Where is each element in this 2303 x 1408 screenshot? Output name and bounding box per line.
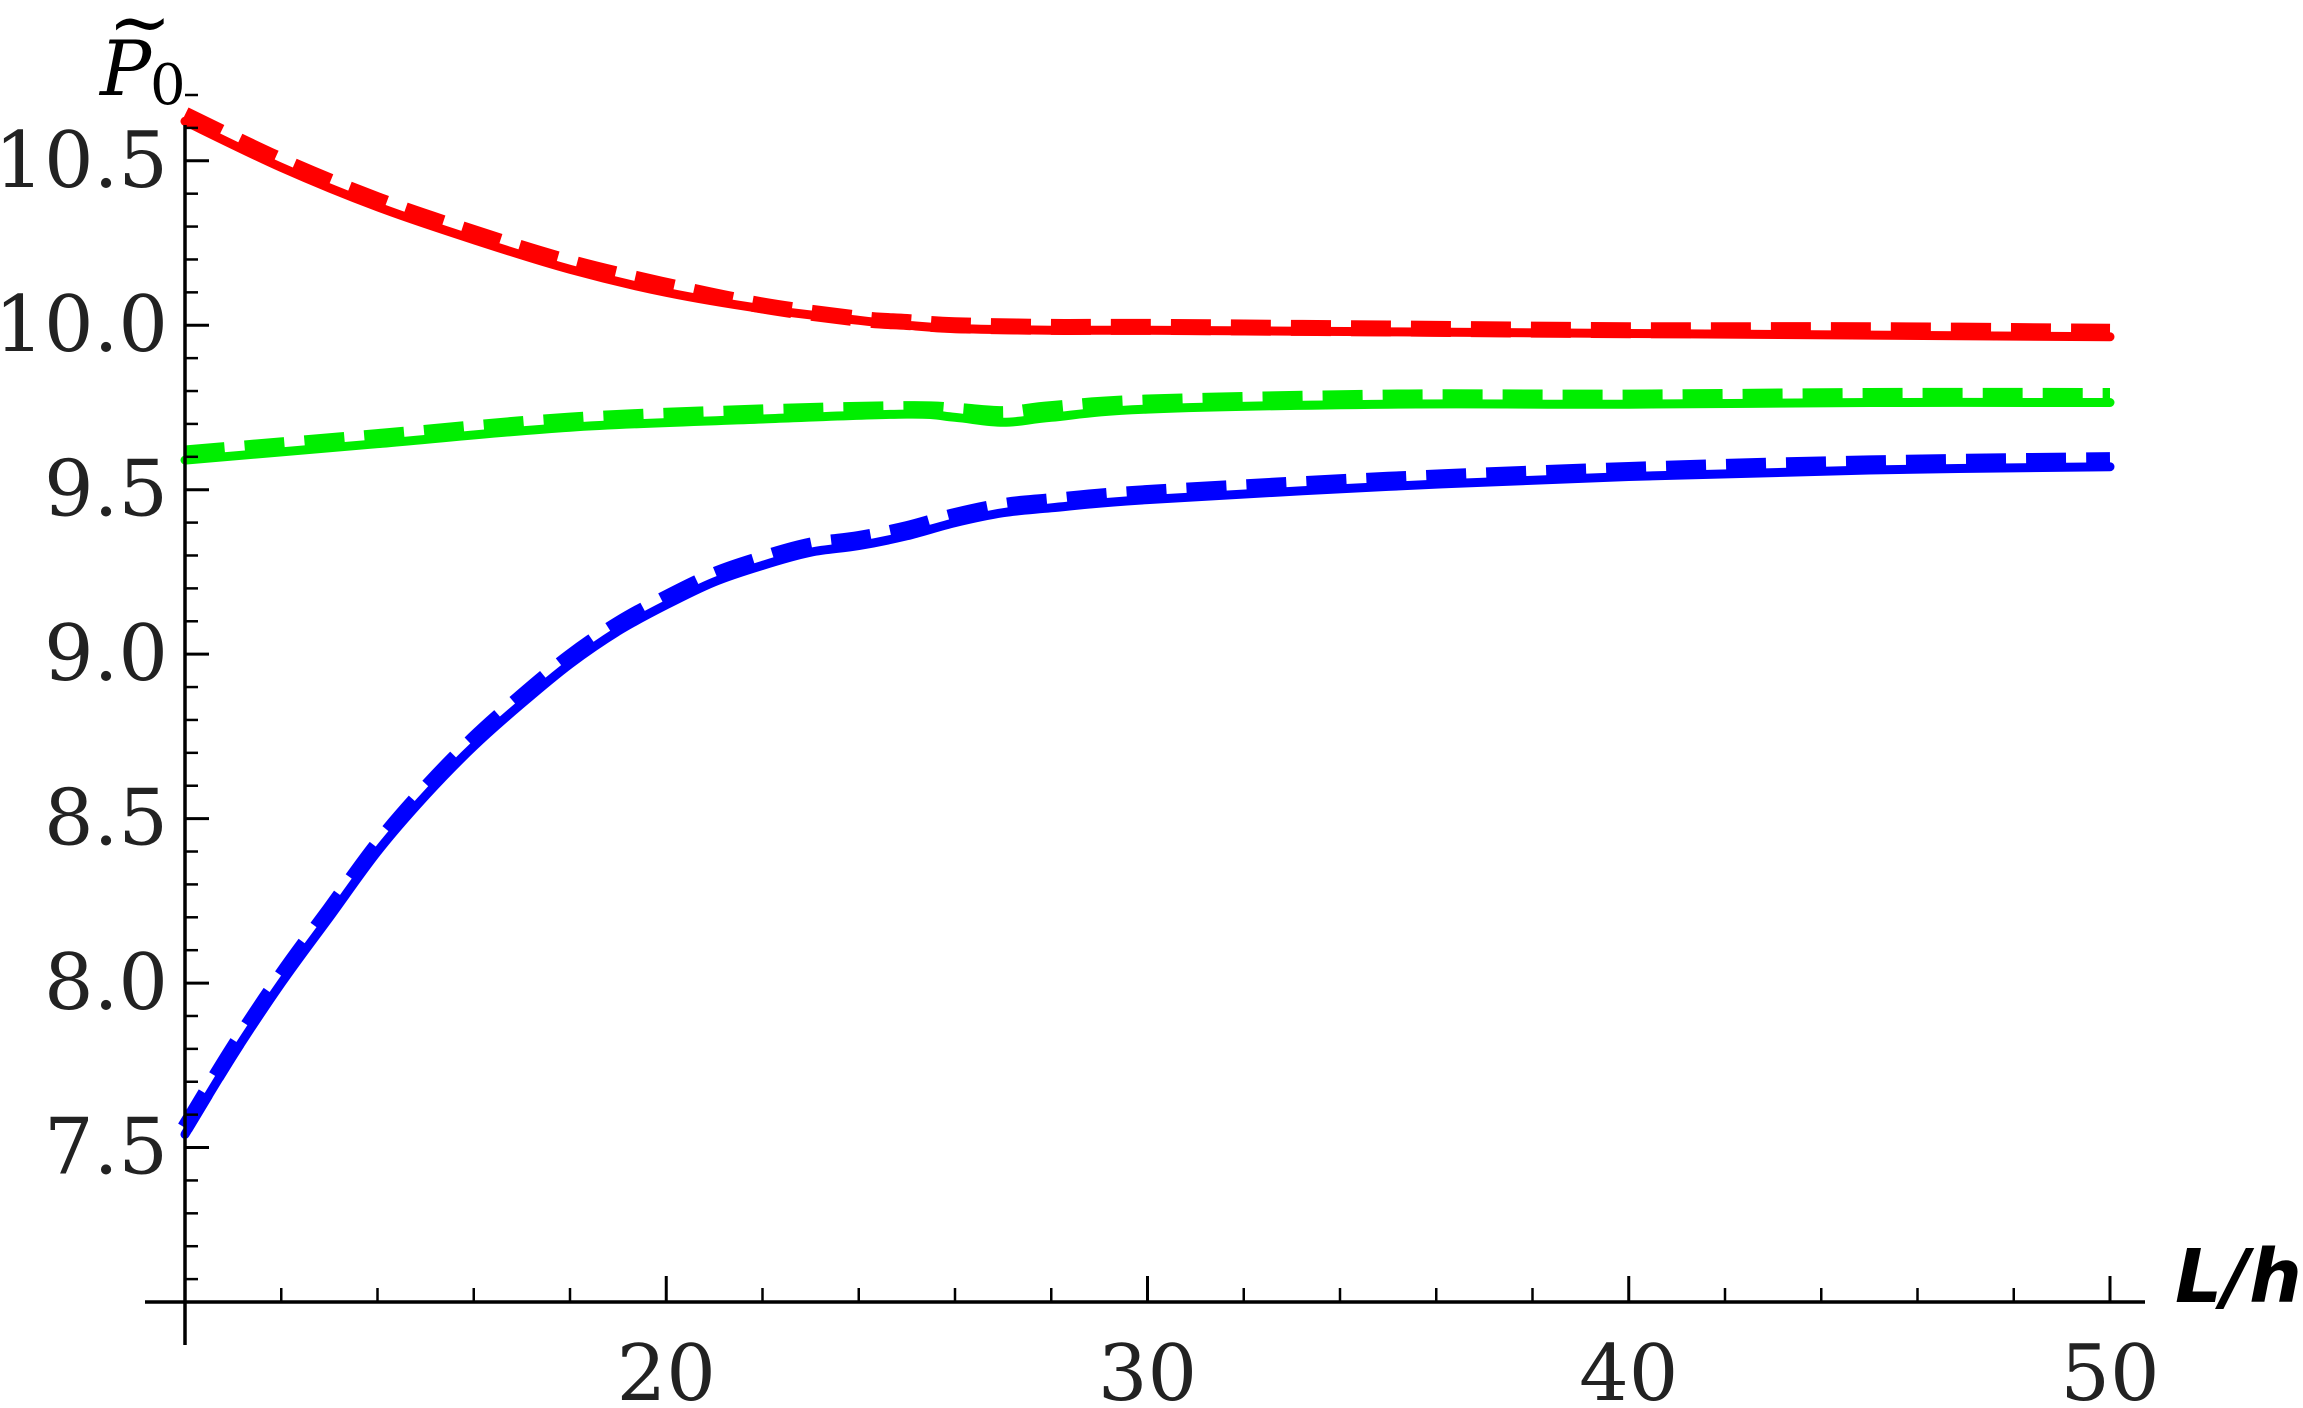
y-axis-label-accent: ~ bbox=[108, 0, 172, 66]
tick-labels: 20 30 40 50 7.5 8.0 8.5 9.0 9.5 10.0 10.5 bbox=[0, 116, 2160, 1408]
y-axis-label-subscript: 0 bbox=[150, 53, 186, 118]
y-tick-label: 9.0 bbox=[44, 609, 168, 699]
series-line-solid bbox=[180, 462, 2115, 1139]
x-tick-label: 50 bbox=[2060, 1329, 2159, 1408]
series-line-dashed bbox=[178, 452, 2111, 1132]
y-tick-label: 10.5 bbox=[0, 116, 168, 206]
series-line-solid bbox=[180, 397, 2115, 465]
x-tick-label: 20 bbox=[617, 1329, 716, 1408]
series-line-solid bbox=[180, 116, 2115, 342]
x-tick-label: 40 bbox=[1579, 1329, 1678, 1408]
axes bbox=[145, 125, 2145, 1345]
y-tick-label: 10.0 bbox=[0, 280, 168, 370]
ticks bbox=[183, 93, 2112, 1342]
series-line-dashed bbox=[184, 387, 2111, 462]
y-axis-label-base: P bbox=[98, 24, 153, 113]
y-tick-label: 8.0 bbox=[44, 938, 168, 1028]
x-tick-label: 30 bbox=[1098, 1329, 1197, 1408]
y-tick-label: 8.5 bbox=[44, 774, 168, 864]
y-tick-label: 7.5 bbox=[44, 1103, 168, 1193]
x-axis-label: L/h bbox=[2175, 1234, 2302, 1320]
y-axis-label: P ~ 0 bbox=[98, 0, 186, 118]
y-tick-label: 9.5 bbox=[44, 445, 168, 535]
series-layer bbox=[178, 107, 2115, 1139]
series-line-dashed bbox=[181, 107, 2111, 340]
